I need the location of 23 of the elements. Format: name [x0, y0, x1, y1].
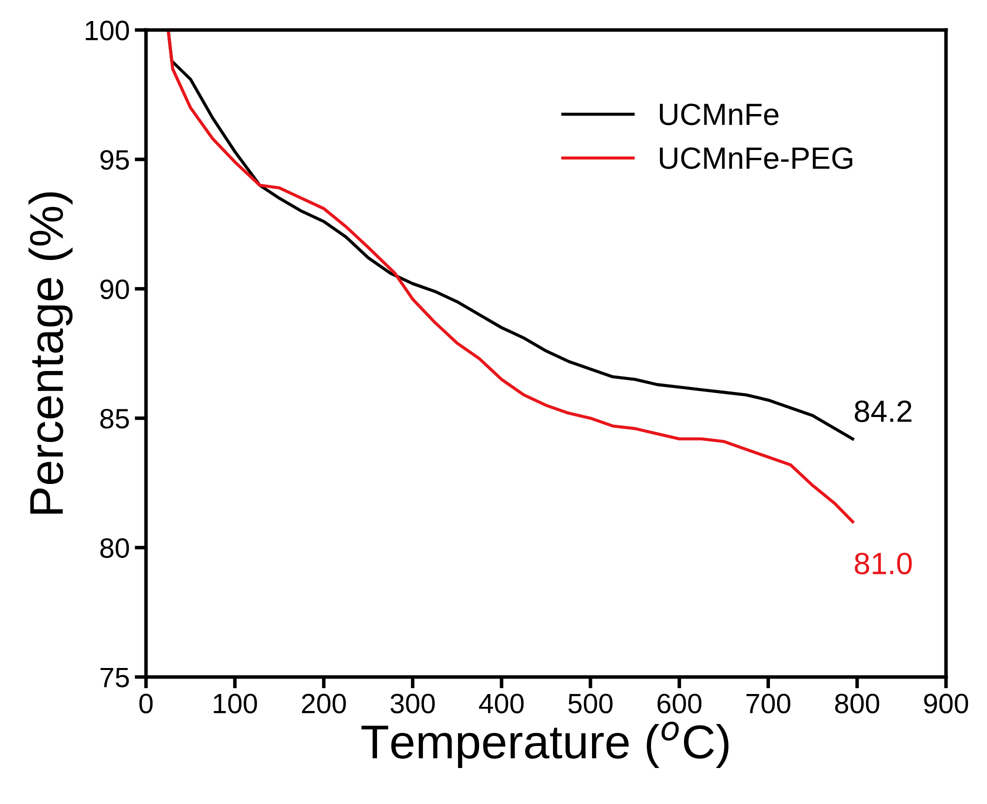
x-tick-label: 600: [658, 694, 702, 714]
x-axis-title: Temperature ($^{o}$C): [361, 722, 728, 768]
y-tick-label: 85: [100, 408, 129, 429]
y-tick-label: 80: [100, 538, 129, 558]
x-tick-label: 200: [302, 694, 346, 714]
x-tick-label: 0: [139, 694, 153, 714]
x-tick-label: 500: [568, 694, 613, 714]
x-tick-label: 900: [924, 694, 968, 714]
line-series: [166, 30, 854, 524]
y-tick-label: 90: [100, 279, 129, 300]
annotation: 84.2: [854, 400, 912, 422]
y-tick-label: 100: [86, 20, 129, 40]
x-tick-label: 800: [835, 694, 880, 714]
annotation: 81.0: [854, 552, 912, 574]
x-tick-label: 100: [214, 694, 257, 714]
x-tick-label: 300: [390, 694, 435, 714]
y-axis-title: Percentage (%): [28, 192, 73, 514]
y-tick-label: 75: [100, 668, 129, 688]
x-tick-label: 400: [479, 694, 524, 714]
legend-label: UCMnFe: [660, 104, 778, 126]
legend-label: UCMnFe-PEG: [660, 147, 852, 169]
x-tick-label: 700: [746, 694, 790, 714]
y-tick-label: 95: [100, 150, 129, 170]
